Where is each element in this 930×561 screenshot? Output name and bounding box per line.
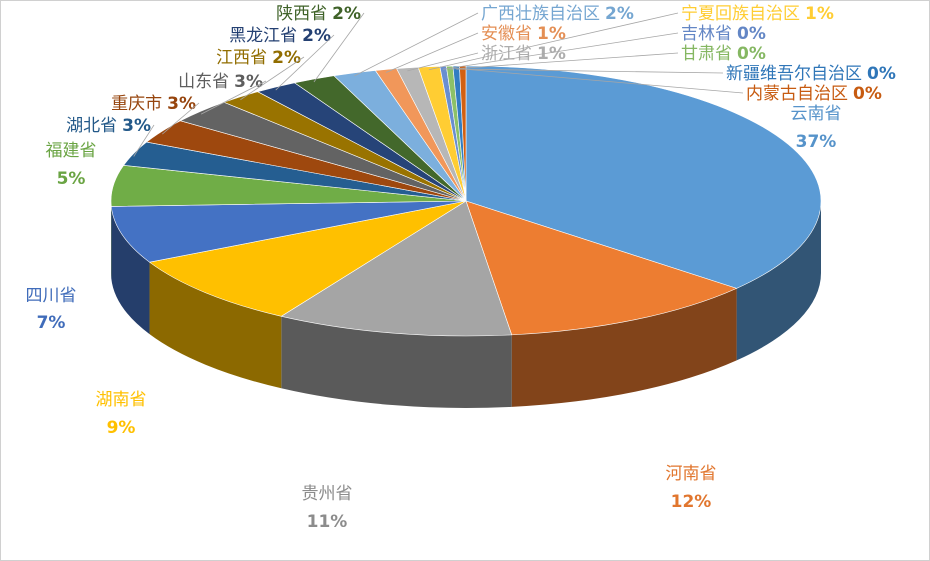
data-label-name: 浙江省 xyxy=(481,44,532,64)
leader-line xyxy=(407,52,479,72)
slice-1 xyxy=(465,65,822,289)
leader-line xyxy=(354,12,479,77)
data-label-percent: 2% xyxy=(272,48,301,68)
data-label-name: 湖北省 xyxy=(66,116,117,136)
data-label-name: 甘肃省 xyxy=(681,44,732,64)
data-label-percent: 2% xyxy=(302,26,331,46)
data-label-name: 陕西省 xyxy=(276,4,327,24)
data-label-name: 安徽省 xyxy=(481,24,532,44)
leader-line xyxy=(462,68,744,94)
leader-line xyxy=(456,68,724,74)
data-label-percent: 3% xyxy=(122,116,151,136)
data-label-percent: 5% xyxy=(57,169,86,189)
data-label-name: 河南省 xyxy=(666,464,717,484)
data-label-name: 新疆维吾尔自治区 xyxy=(726,64,862,84)
leader-line xyxy=(449,52,679,70)
pie-tops xyxy=(110,65,822,337)
leader-line xyxy=(428,12,679,71)
data-label-name: 广西壮族自治区 xyxy=(481,4,600,24)
data-label-percent: 1% xyxy=(805,4,834,24)
data-label-percent: 12% xyxy=(671,492,712,512)
data-label-percent: 0% xyxy=(867,64,896,84)
data-label-name: 黑龙江省 xyxy=(229,26,297,46)
leader-line xyxy=(275,34,335,91)
data-label-percent: 11% xyxy=(307,512,348,532)
leader-line xyxy=(133,124,155,157)
data-label-name: 宁夏回族自治区 xyxy=(681,4,800,24)
data-label-percent: 2% xyxy=(332,4,361,24)
data-label-percent: 0% xyxy=(737,44,766,64)
data-label-name: 山东省 xyxy=(178,72,229,92)
data-label-name: 贵州省 xyxy=(302,484,353,504)
data-label-name: 福建省 xyxy=(46,141,97,161)
data-label-percent: 9% xyxy=(107,418,136,438)
leader-line xyxy=(443,32,679,70)
slice-side-4 xyxy=(149,262,282,389)
data-label-percent: 7% xyxy=(37,313,66,333)
data-label-percent: 37% xyxy=(796,132,837,152)
pie-sides xyxy=(111,201,821,408)
leader-line xyxy=(385,32,479,73)
leader-line xyxy=(200,80,267,115)
leader-line xyxy=(313,12,365,83)
data-label-name: 重庆市 xyxy=(111,94,162,114)
data-label-percent: 2% xyxy=(605,4,634,24)
data-label-name: 吉林省 xyxy=(681,24,732,44)
slice-2 xyxy=(465,200,738,336)
slice-side-3 xyxy=(281,316,512,408)
data-label-percent: 1% xyxy=(537,44,566,64)
leader-line xyxy=(240,56,305,101)
slice-4 xyxy=(148,200,467,317)
slice-3 xyxy=(280,200,513,337)
slice-side-2 xyxy=(511,288,737,407)
slice-side-1 xyxy=(736,201,821,361)
data-label-name: 内蒙古自治区 xyxy=(746,84,848,104)
slice-side-5 xyxy=(111,206,150,335)
leader-lines xyxy=(133,12,744,157)
data-label-percent: 0% xyxy=(737,24,766,44)
data-label-name: 江西省 xyxy=(216,48,267,68)
data-label-name: 四川省 xyxy=(26,286,77,306)
slice-5 xyxy=(110,200,467,263)
leader-line xyxy=(162,102,200,135)
data-label-name: 云南省 xyxy=(791,104,842,124)
data-label-percent: 3% xyxy=(234,72,263,92)
data-label-percent: 0% xyxy=(853,84,882,104)
data-label-percent: 3% xyxy=(167,94,196,114)
data-label-percent: 1% xyxy=(537,24,566,44)
data-label-name: 湖南省 xyxy=(96,390,147,410)
